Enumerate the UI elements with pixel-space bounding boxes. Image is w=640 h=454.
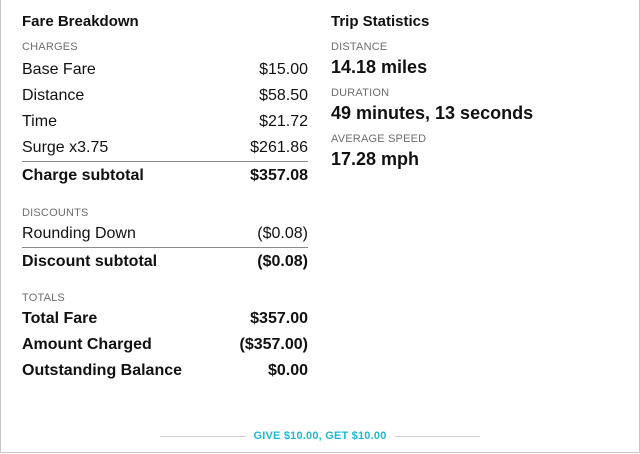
charge-label: Distance [22, 87, 85, 104]
referral-link[interactable]: GIVE $10.00, GET $10.00 [253, 430, 387, 442]
charge-amount: $261.86 [250, 139, 308, 156]
discount-amount: ($0.08) [257, 225, 308, 242]
total-amount: ($357.00) [239, 336, 309, 353]
trip-statistics-title: Trip Statistics [331, 13, 430, 30]
charge-row-time: Time $21.72 [22, 109, 308, 135]
stat-label-average-speed: AVERAGE SPEED [331, 133, 427, 145]
referral-footer: GIVE $10.00, GET $10.00 [160, 430, 481, 442]
discount-subtotal-amount: ($0.08) [257, 252, 308, 270]
stat-value-average-speed: 17.28 mph [331, 149, 420, 169]
fare-breakdown-panel: Fare Breakdown CHARGES Base Fare $15.00 … [22, 10, 308, 384]
charge-row-distance: Distance $58.50 [22, 83, 308, 109]
outstanding-balance-row: Outstanding Balance $0.00 [22, 358, 308, 384]
fare-breakdown-title: Fare Breakdown [22, 13, 139, 30]
discount-row-rounding: Rounding Down ($0.08) [22, 221, 308, 247]
stat-value-duration: 49 minutes, 13 seconds [331, 103, 534, 123]
total-amount: $357.00 [250, 310, 308, 327]
charge-subtotal-label: Charge subtotal [22, 166, 144, 184]
charge-amount: $15.00 [259, 61, 308, 78]
charge-row-surge: Surge x3.75 $261.86 [22, 135, 308, 161]
charge-amount: $58.50 [259, 87, 308, 104]
amount-charged-row: Amount Charged ($357.00) [22, 332, 308, 358]
footer-divider-right [394, 435, 481, 437]
total-label: Amount Charged [22, 336, 152, 353]
footer-divider-left [160, 435, 246, 437]
charge-amount: $21.72 [259, 113, 308, 130]
charge-label: Base Fare [22, 61, 96, 78]
stat-label-duration: DURATION [331, 87, 390, 99]
stat-value-distance: 14.18 miles [331, 57, 428, 77]
discount-subtotal-row: Discount subtotal ($0.08) [22, 247, 308, 275]
total-label: Outstanding Balance [22, 362, 183, 379]
total-label: Total Fare [22, 310, 98, 327]
charge-label: Surge x3.75 [22, 139, 109, 156]
totals-section-label: TOTALS [22, 292, 65, 304]
charges-section-label: CHARGES [22, 41, 78, 53]
discount-subtotal-label: Discount subtotal [22, 252, 158, 270]
stat-label-distance: DISTANCE [331, 41, 388, 53]
charge-subtotal-amount: $357.08 [250, 166, 308, 184]
discounts-section-label: DISCOUNTS [22, 207, 89, 219]
discount-label: Rounding Down [22, 225, 136, 242]
total-fare-row: Total Fare $357.00 [22, 306, 308, 332]
total-amount: $0.00 [267, 362, 308, 379]
trip-statistics-panel: Trip Statistics DISTANCE 14.18 miles DUR… [331, 10, 621, 171]
charge-subtotal-row: Charge subtotal $357.08 [22, 161, 308, 189]
charge-row-base-fare: Base Fare $15.00 [22, 57, 308, 83]
charge-label: Time [22, 113, 57, 130]
